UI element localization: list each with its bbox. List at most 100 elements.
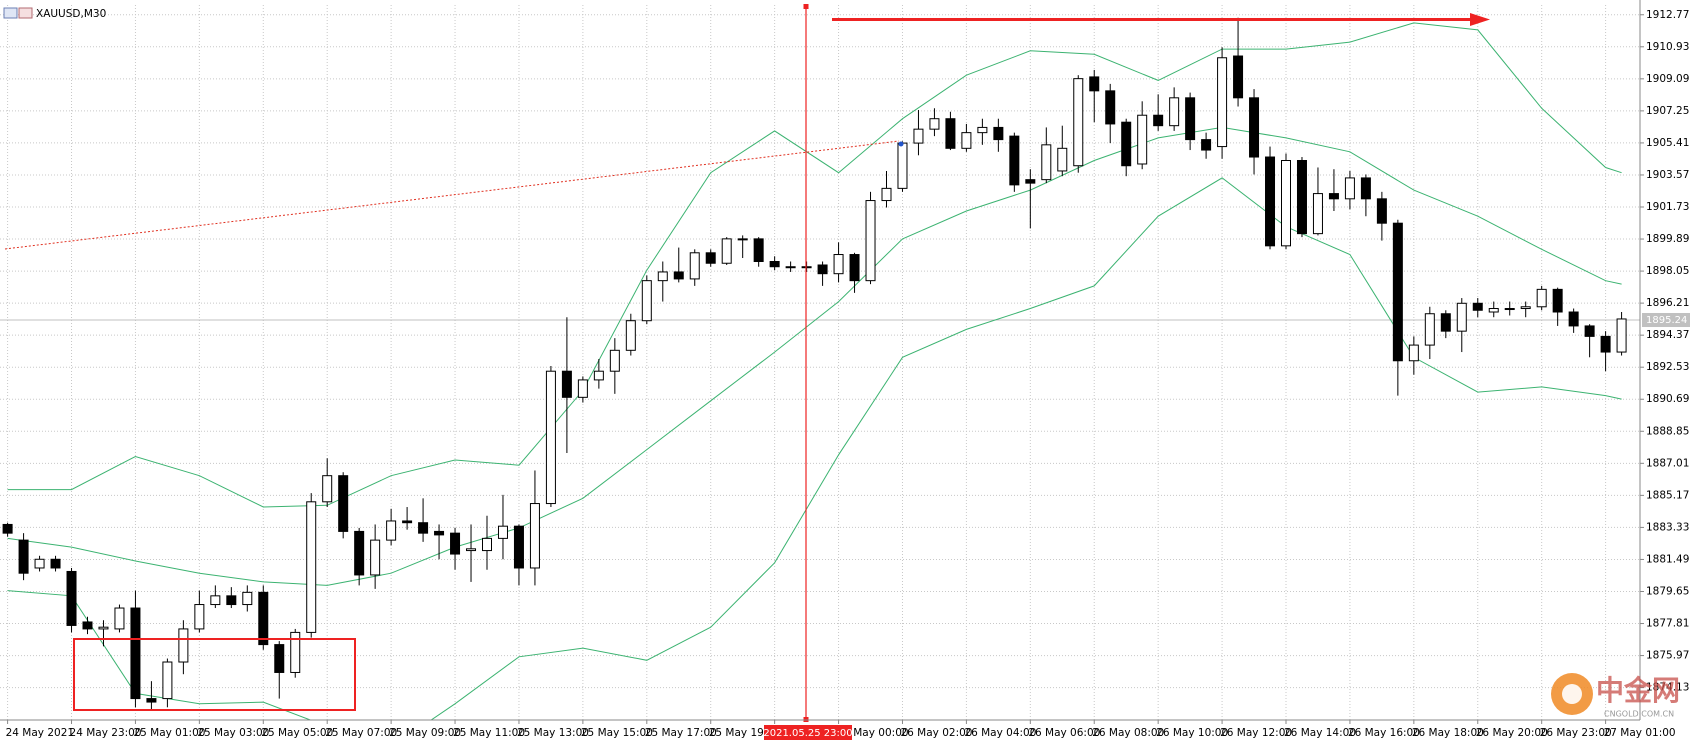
y-tick-label: 1888.85 — [1646, 425, 1689, 437]
candle-layer — [2, 17, 1627, 711]
candle-body — [657, 271, 668, 282]
candle-body — [178, 628, 189, 663]
crosshair-end — [803, 4, 809, 9]
candle-body — [1488, 308, 1499, 313]
candle-body — [721, 238, 732, 264]
candle-body — [929, 118, 940, 130]
candle-body — [993, 126, 1004, 141]
candle-body — [354, 530, 365, 576]
x-tick-label: 26 May 10:00 — [1156, 727, 1228, 739]
candle-body — [98, 626, 109, 630]
candle-body — [2, 523, 13, 534]
x-tick-label: 26 May 16:00 — [1348, 727, 1420, 739]
candle-body — [1153, 114, 1164, 127]
x-tick-label: 25 May 01:00 — [133, 727, 205, 739]
candle-body — [82, 621, 93, 630]
candle-body — [1568, 311, 1579, 327]
candle-body — [1249, 97, 1260, 158]
candle-body — [737, 238, 748, 241]
x-tick-label: 26 May 06:00 — [1028, 727, 1100, 739]
x-tick-label: 26 May 14:00 — [1284, 727, 1356, 739]
x-tick-label: 26 May 18:00 — [1412, 727, 1484, 739]
candle-body — [290, 631, 301, 673]
x-tick-label: 24 May 23:00 — [70, 727, 142, 739]
candle-body — [34, 558, 45, 569]
candle-body — [66, 570, 77, 626]
candle-body — [1025, 179, 1036, 184]
candle-body — [146, 698, 157, 703]
candle-body — [1584, 325, 1595, 337]
candle-body — [1281, 160, 1291, 247]
candle-body — [1217, 57, 1228, 148]
candle-body — [641, 280, 652, 322]
arrow-head — [1470, 13, 1490, 26]
candle-body — [210, 595, 221, 606]
candle-body — [1520, 306, 1531, 310]
candle-body — [114, 607, 125, 630]
candle-body — [593, 370, 604, 381]
candle-body — [833, 254, 844, 275]
x-tick-label: 26 May 12:00 — [1220, 727, 1292, 739]
candle-body — [130, 607, 141, 700]
candle-body — [194, 604, 205, 630]
candle-body — [1296, 160, 1307, 235]
x-tick-label: 24 May 2021 — [6, 727, 74, 739]
grid-layer — [0, 5, 1640, 720]
band-line — [7, 126, 1622, 586]
x-tick-label: 27 May 01:00 — [1604, 727, 1676, 739]
candle-body — [386, 520, 397, 541]
band-line — [7, 22, 1622, 508]
candle-body — [817, 264, 828, 275]
candle-body — [1328, 193, 1339, 200]
current-price-bg — [1642, 313, 1690, 328]
y-tick-label: 1899.89 — [1646, 233, 1689, 245]
candle-body — [1185, 97, 1196, 141]
y-tick-label: 1909.09 — [1646, 73, 1689, 85]
candle-body — [1105, 90, 1116, 125]
y-tick-label: 1896.21 — [1646, 297, 1689, 309]
x-tick-label: 25 May 11:00 — [453, 727, 525, 739]
candle-body — [482, 537, 492, 552]
x-tick-label: 25 May 09:00 — [389, 727, 461, 739]
candle-body — [769, 261, 780, 268]
candle-body — [226, 595, 237, 606]
candle-body — [1408, 344, 1419, 362]
candle-body — [1472, 302, 1483, 311]
candle-body — [529, 503, 540, 569]
candle-body — [913, 128, 924, 144]
candle-body — [497, 525, 508, 539]
candle-body — [242, 591, 253, 606]
candle-body — [50, 558, 61, 569]
candle-body — [785, 266, 796, 269]
x-tick-label: 25 May 03:00 — [197, 727, 269, 739]
candle-body — [1392, 222, 1403, 362]
candle-body — [1536, 288, 1547, 308]
y-tick-label: 1907.25 — [1646, 105, 1689, 117]
x-tick-label: 26 May 02:00 — [900, 727, 972, 739]
x-tick-label: 26 May 00:00 — [837, 727, 909, 739]
candle-body — [753, 238, 764, 263]
candle-body — [513, 525, 524, 569]
x-tick-label: 25 May 17:00 — [645, 727, 717, 739]
candle-body — [881, 187, 892, 202]
candle-body — [1041, 144, 1052, 181]
candle-body — [322, 475, 333, 503]
crosshair-label: 2021.05.25 23:00 — [763, 728, 852, 739]
candle-body — [162, 661, 173, 700]
axis-layer: 1912.77 1910.93 1909.09 1907.25 1905.41 1903.… — [6, 9, 1690, 740]
x-tick-label: 26 May 04:00 — [964, 727, 1036, 739]
candle-body — [1440, 313, 1451, 332]
candle-body — [1616, 318, 1627, 353]
candle-body — [338, 475, 349, 532]
x-tick-label: 25 May 19:00 — [709, 727, 781, 739]
candle-body — [1265, 156, 1276, 247]
candle-body — [1137, 114, 1148, 165]
candle-body — [1073, 78, 1084, 167]
candle-body — [1089, 76, 1100, 92]
candle-body — [402, 520, 413, 524]
y-tick-label: 1877.81 — [1646, 618, 1689, 630]
candle-body — [466, 548, 477, 552]
symbol-icon — [18, 7, 33, 19]
